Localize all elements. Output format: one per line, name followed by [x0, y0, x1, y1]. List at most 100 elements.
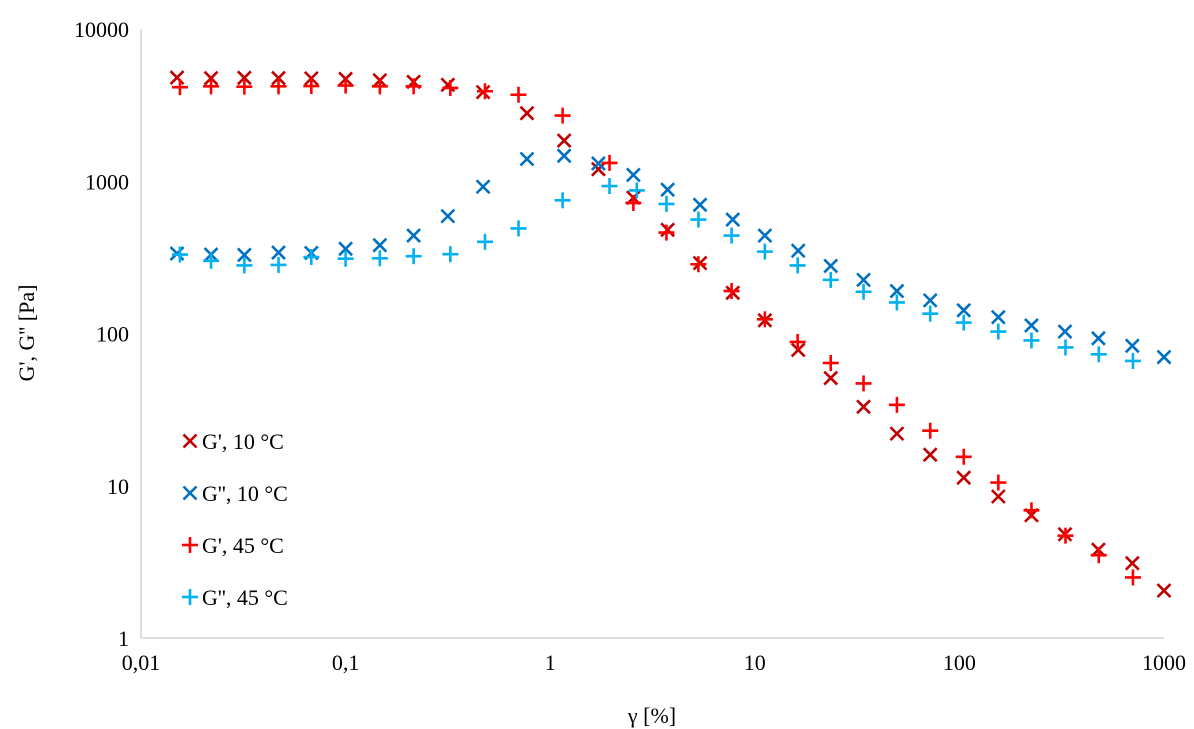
data-point [956, 302, 972, 318]
data-point [476, 233, 493, 250]
data-point [823, 370, 839, 386]
x-tick-label: 0,01 [122, 650, 161, 675]
data-point [601, 178, 618, 195]
plot-area [169, 70, 1172, 598]
data-point [554, 107, 571, 124]
data-point [1057, 527, 1074, 544]
data-point [922, 447, 938, 463]
data-point [855, 283, 872, 300]
data-point [658, 224, 675, 241]
legend: G', 10 °C G'', 10 °C G', 45 °C G'', 45 °C [182, 429, 288, 610]
data-point [554, 192, 571, 209]
data-point [371, 250, 388, 267]
data-point [1057, 324, 1073, 339]
y-tick-label: 1000 [85, 169, 129, 194]
y-tick-label: 100 [96, 322, 129, 347]
data-point [789, 257, 806, 274]
legend-label: G', 10 °C [202, 429, 284, 454]
data-point [371, 78, 388, 95]
data-point [236, 257, 253, 274]
data-point [440, 208, 456, 224]
legend-marker [182, 589, 198, 605]
y-tick-labels: 1 10 100 1000 10000 [74, 17, 129, 651]
series-3 [171, 77, 1141, 586]
data-point [690, 211, 707, 228]
data-point [625, 194, 642, 211]
series-2 [169, 148, 1172, 365]
data-point [625, 167, 641, 183]
data-point [955, 314, 972, 331]
data-point [476, 83, 493, 100]
data-point [628, 182, 645, 199]
data-point [1023, 332, 1040, 349]
data-point [856, 272, 871, 288]
data-point [1124, 352, 1141, 369]
data-point [1090, 547, 1107, 564]
data-point [889, 283, 905, 299]
data-point [888, 294, 905, 311]
data-point [856, 399, 871, 415]
data-point [956, 470, 972, 486]
data-point [510, 220, 527, 237]
data-point [169, 70, 185, 85]
data-point [519, 151, 535, 167]
data-point [990, 309, 1006, 325]
data-point [888, 396, 905, 413]
data-point [822, 355, 839, 372]
legend-item: G', 10 °C [182, 429, 284, 454]
data-point [823, 258, 839, 274]
data-point [922, 305, 939, 322]
y-tick-label: 1 [118, 626, 129, 651]
data-point [1124, 569, 1141, 586]
data-point [271, 70, 286, 86]
x-tick-labels: 0,01 0,1 1 10 100 1000 [122, 650, 1186, 675]
data-point [658, 195, 675, 212]
legend-marker [182, 433, 198, 449]
data-point [556, 133, 572, 148]
data-point [660, 182, 676, 198]
data-point [203, 78, 220, 95]
data-point [337, 77, 354, 94]
data-point [855, 375, 872, 392]
data-point [692, 197, 708, 213]
legend-marker [182, 537, 198, 553]
data-point [990, 323, 1007, 340]
data-point [1024, 317, 1039, 333]
data-point [338, 241, 354, 257]
data-point [756, 243, 773, 260]
data-point [723, 283, 740, 300]
data-point [922, 422, 939, 439]
data-point [442, 246, 459, 263]
data-point [303, 78, 320, 95]
data-point [1156, 349, 1172, 365]
data-point [519, 105, 535, 121]
data-point [270, 78, 287, 95]
data-point [725, 212, 741, 228]
x-tick-label: 0,1 [332, 650, 360, 675]
data-point [337, 250, 354, 267]
data-point [303, 249, 320, 266]
axes [140, 29, 1164, 639]
legend-item: G', 45 °C [182, 533, 284, 558]
data-point [723, 227, 740, 244]
data-point [271, 245, 286, 261]
data-point [1124, 338, 1140, 354]
y-tick-label: 10 [107, 474, 129, 499]
data-point [757, 228, 773, 243]
data-point [372, 237, 388, 253]
legend-item: G'', 45 °C [182, 585, 288, 610]
data-point [1124, 555, 1140, 571]
data-point [889, 426, 905, 442]
x-tick-label: 1 [545, 650, 556, 675]
legend-label: G', 45 °C [202, 533, 284, 558]
data-point [1156, 583, 1172, 598]
data-point [756, 311, 773, 328]
legend-marker [182, 485, 198, 501]
data-point [405, 248, 422, 265]
data-point [405, 78, 422, 95]
data-point [1023, 502, 1040, 519]
data-point [922, 292, 938, 308]
data-point [203, 252, 220, 269]
data-point [822, 271, 839, 288]
